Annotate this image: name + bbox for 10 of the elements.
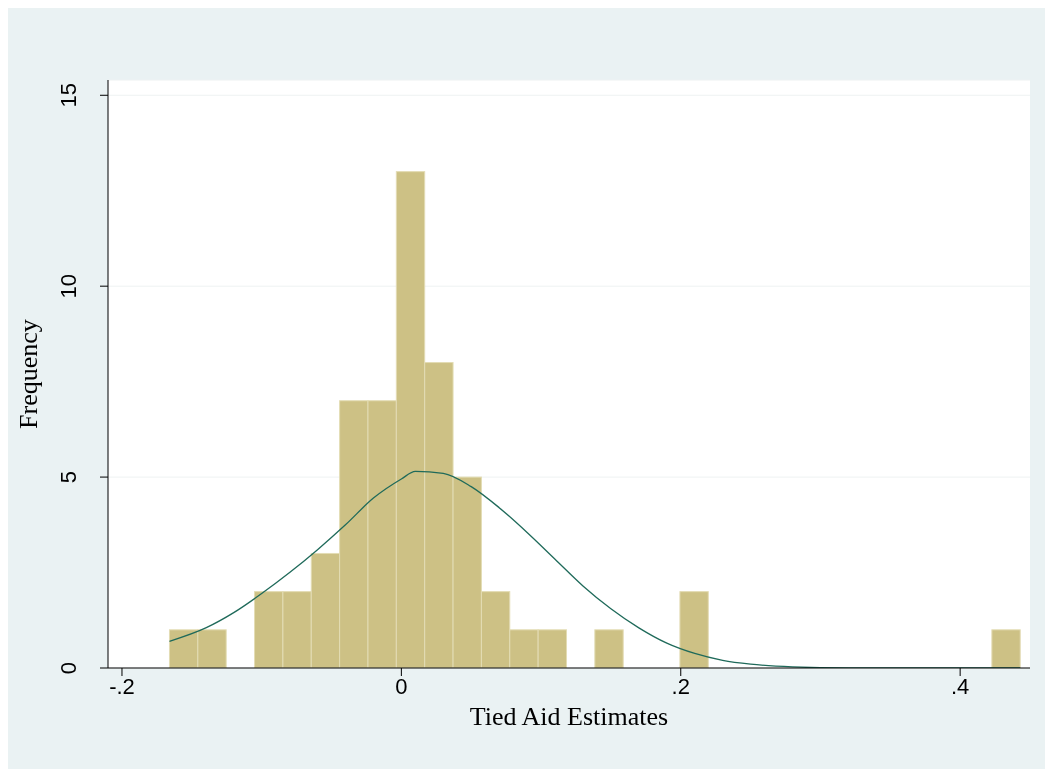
y-tick-label: 0 [56,661,81,675]
x-tick-label: .2 [671,673,690,699]
x-tick-label: 0 [395,673,408,699]
y-tick-label: 15 [56,83,81,108]
y-tick-label: 5 [56,470,81,484]
x-tick-label: -.2 [109,673,135,699]
y-tick-label: 10 [56,273,81,299]
y-axis-title: Frequency [14,319,44,429]
x-axis-title: Tied Aid Estimates [469,702,669,731]
x-tick-label: .4 [950,673,970,699]
